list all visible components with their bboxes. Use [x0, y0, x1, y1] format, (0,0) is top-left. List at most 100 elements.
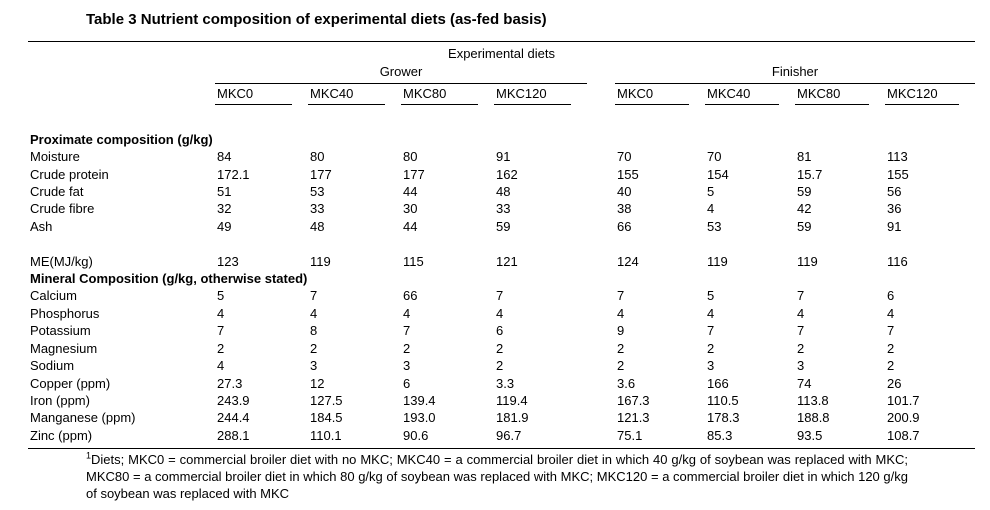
value-cell: 7 [887, 323, 895, 339]
value-cell: 4 [617, 305, 625, 321]
value-cell: 4 [403, 305, 411, 321]
value-cell: 124 [617, 253, 639, 269]
section-row: Mineral Composition (g/kg, otherwise sta… [28, 270, 975, 287]
row-label: Copper (ppm) [30, 375, 111, 391]
value-cell: 26 [887, 375, 902, 391]
value-cell: 127.5 [310, 392, 343, 408]
value-cell: 93.5 [797, 427, 823, 443]
value-cell: 177 [310, 166, 332, 182]
table-row: Manganese (ppm) 244.4 184.5 193.0 181.9 121.3… [28, 409, 975, 426]
value-cell: 177 [403, 166, 425, 182]
value-cell: 121 [496, 253, 518, 269]
value-cell: 2 [707, 340, 715, 356]
value-cell: 7 [403, 323, 411, 339]
row-label: Moisture [30, 149, 80, 165]
column-header-label: MKC0 [615, 84, 689, 105]
group-gap [587, 357, 615, 374]
group-header-grower: Grower [215, 63, 587, 84]
value-cell: 113.8 [797, 392, 829, 408]
group-gap [587, 287, 615, 304]
footnote-marker: 1 [86, 450, 92, 461]
value-cell: 84 [217, 149, 232, 165]
value-cell: 119 [310, 253, 331, 269]
group-gap [587, 409, 615, 426]
group-gap [587, 340, 615, 357]
group-gap [587, 83, 615, 105]
table-row: ME(MJ/kg) 123 119 115 121 124 119 119 116 [28, 253, 975, 270]
value-cell: 56 [887, 184, 902, 200]
value-cell: 3 [707, 358, 715, 374]
value-cell: 90.6 [403, 427, 429, 443]
value-cell: 12 [310, 375, 325, 391]
value-cell: 7 [797, 288, 805, 304]
group-gap [587, 218, 615, 235]
value-cell: 33 [496, 201, 511, 217]
column-header-label: MKC40 [308, 84, 385, 105]
value-cell: 121.3 [617, 410, 650, 426]
table-row: Phosphorus 4 4 4 4 4 4 4 4 [28, 305, 975, 322]
column-header: MKC80 [401, 83, 494, 105]
row-label: Potassium [30, 323, 91, 339]
value-cell: 15.7 [797, 166, 823, 182]
row-label: Calcium [30, 288, 77, 304]
row-label: Sodium [30, 358, 75, 374]
table-body: Proximate composition (g/kg) Moisture 84 80… [28, 105, 975, 449]
value-cell: 101.7 [887, 392, 920, 408]
group-gap [587, 392, 615, 409]
group-header-finisher: Finisher [615, 63, 976, 84]
value-cell: 3 [310, 358, 318, 374]
table-row: Crude fat 51 53 44 48 40 5 59 56 [28, 183, 975, 200]
value-cell: 2 [617, 340, 625, 356]
value-cell: 2 [617, 358, 625, 374]
section-row: Proximate composition (g/kg) [28, 105, 975, 148]
experimental-diets-header: Experimental diets [448, 46, 555, 61]
value-cell: 119 [707, 253, 728, 269]
group-gap [587, 200, 615, 217]
row-label: Crude protein [30, 166, 109, 182]
value-cell: 2 [887, 358, 895, 374]
column-header-label: MKC80 [795, 84, 869, 105]
table-row: Moisture 84 80 80 91 70 70 81 113 [28, 148, 975, 165]
value-cell: 27.3 [217, 375, 243, 391]
row-label: Ash [30, 218, 53, 234]
value-cell: 167.3 [617, 392, 650, 408]
column-header-label: MKC40 [705, 84, 779, 105]
value-cell: 200.9 [887, 410, 920, 426]
table-row: Sodium 4 3 3 2 2 3 3 2 [28, 357, 975, 374]
column-header: MKC120 [885, 83, 975, 105]
group-gap [587, 183, 615, 200]
value-cell: 7 [797, 323, 805, 339]
value-cell: 40 [617, 184, 632, 200]
table-row: Zinc (ppm) 288.1 110.1 90.6 96.7 75.1 85.3 93.5… [28, 427, 975, 449]
value-cell: 188.8 [797, 410, 830, 426]
value-cell: 7 [496, 288, 504, 304]
group-header-row: Grower Finisher [28, 63, 976, 84]
group-gap [587, 375, 615, 392]
value-cell: 288.1 [217, 427, 250, 443]
section-label: Mineral Composition (g/kg, otherwise sta… [30, 271, 308, 287]
value-cell: 2 [887, 340, 895, 356]
row-label: Iron (ppm) [30, 392, 90, 408]
row-label: Crude fat [30, 184, 84, 200]
table-caption-text: Nutrient composition of experimental die… [136, 11, 547, 28]
value-cell: 115 [403, 253, 424, 269]
value-cell: 7 [617, 288, 625, 304]
value-cell: 172.1 [217, 166, 250, 182]
value-cell: 36 [887, 201, 902, 217]
group-gap [587, 322, 615, 339]
group-gap [587, 148, 615, 165]
footnote-text: Diets; MKC0 = commercial broiler diet wi… [86, 452, 908, 501]
value-cell: 59 [797, 184, 812, 200]
value-cell: 154 [707, 166, 729, 182]
value-cell: 2 [310, 340, 318, 356]
value-cell: 4 [310, 305, 318, 321]
value-cell: 42 [797, 201, 812, 217]
value-cell: 4 [496, 305, 504, 321]
row-label: Magnesium [30, 340, 98, 356]
value-cell: 33 [310, 201, 325, 217]
value-cell: 75.1 [617, 427, 643, 443]
value-cell: 178.3 [707, 410, 740, 426]
row-label: Crude fibre [30, 201, 95, 217]
value-cell: 6 [887, 288, 895, 304]
